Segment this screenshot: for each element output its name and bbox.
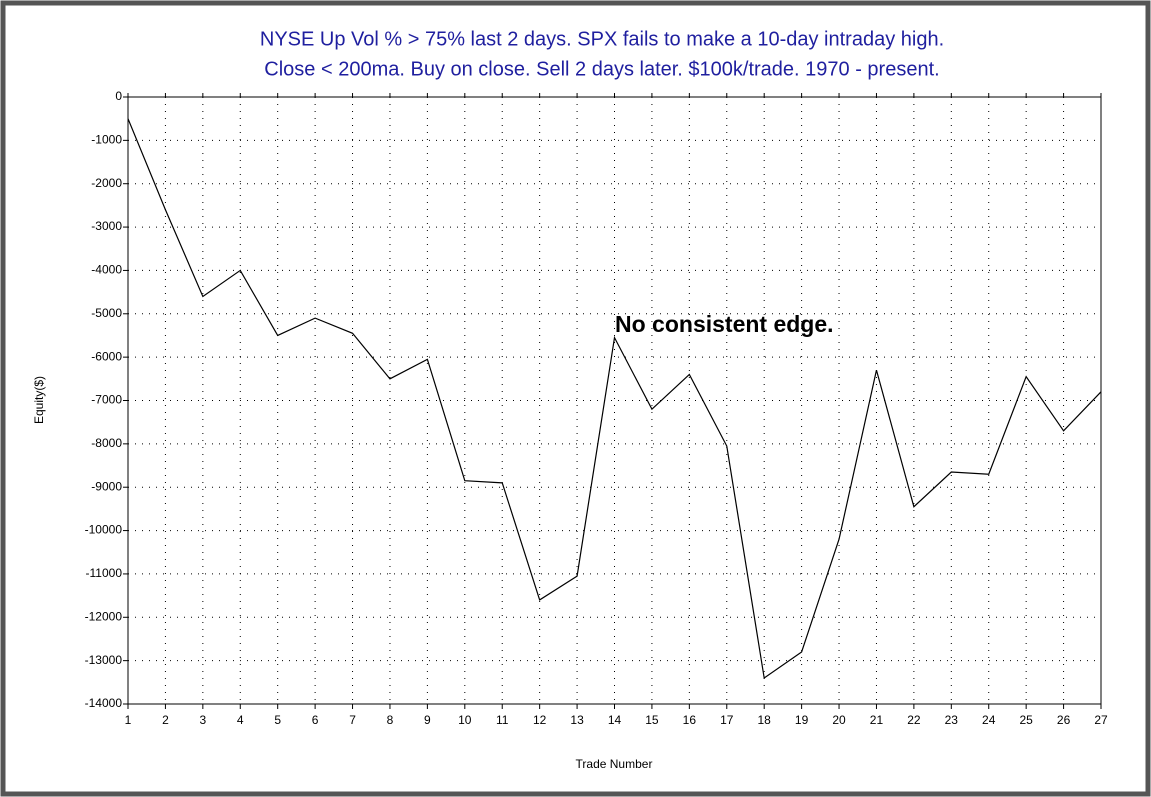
x-axis-label: Trade Number: [576, 757, 653, 771]
x-tick-label: 25: [1019, 713, 1033, 727]
x-tick-label: 7: [349, 713, 356, 727]
x-tick-label: 13: [570, 713, 584, 727]
x-tick-label: 11: [496, 713, 509, 727]
y-tick-label: -8000: [91, 436, 122, 450]
y-tick-label: -9000: [91, 479, 122, 493]
x-tick-label: 9: [424, 713, 431, 727]
x-tick-label: 24: [982, 713, 996, 727]
x-tick-label: 12: [533, 713, 547, 727]
y-tick-label: -10000: [85, 523, 123, 537]
x-tick-label: 10: [458, 713, 472, 727]
x-tick-label: 2: [162, 713, 169, 727]
x-tick-label: 20: [832, 713, 846, 727]
y-tick-label: -6000: [91, 349, 122, 363]
x-tick-label: 27: [1094, 713, 1108, 727]
x-tick-label: 19: [795, 713, 809, 727]
x-tick-label: 21: [870, 713, 884, 727]
x-tick-label: 17: [720, 713, 734, 727]
annotation: No consistent edge.: [615, 311, 834, 337]
chart-title: NYSE Up Vol % > 75% last 2 days. SPX fai…: [260, 28, 944, 50]
y-tick-label: -4000: [91, 263, 122, 277]
x-tick-label: 15: [645, 713, 659, 727]
y-tick-label: -12000: [85, 609, 123, 623]
x-tick-label: 18: [758, 713, 772, 727]
x-tick-label: 26: [1057, 713, 1071, 727]
y-axis-label: Equity($): [32, 376, 46, 424]
x-tick-label: 14: [608, 713, 622, 727]
x-tick-label: 22: [907, 713, 921, 727]
y-tick-label: -1000: [91, 133, 122, 147]
y-tick-label: -13000: [85, 653, 123, 667]
y-tick-label: -2000: [91, 176, 122, 190]
x-tick-label: 8: [387, 713, 394, 727]
plot-area: [127, 96, 1102, 705]
y-tick-label: -7000: [91, 393, 122, 407]
x-tick-label: 4: [237, 713, 244, 727]
line: [127, 118, 1102, 680]
y-tick-label: -11000: [86, 566, 123, 580]
chart-title: Close < 200ma. Buy on close. Sell 2 days…: [264, 58, 939, 80]
y-tick-label: -14000: [85, 696, 123, 710]
x-tick-label: 16: [683, 713, 697, 727]
x-tick-label: 6: [312, 713, 319, 727]
y-tick-label: -5000: [91, 306, 122, 320]
x-tick-label: 1: [125, 713, 132, 727]
y-tick-label: -3000: [91, 219, 122, 233]
y-tick-label: 0: [115, 89, 122, 103]
x-tick-label: 3: [200, 713, 207, 727]
x-tick-label: 23: [945, 713, 959, 727]
x-tick-label: 5: [274, 713, 281, 727]
